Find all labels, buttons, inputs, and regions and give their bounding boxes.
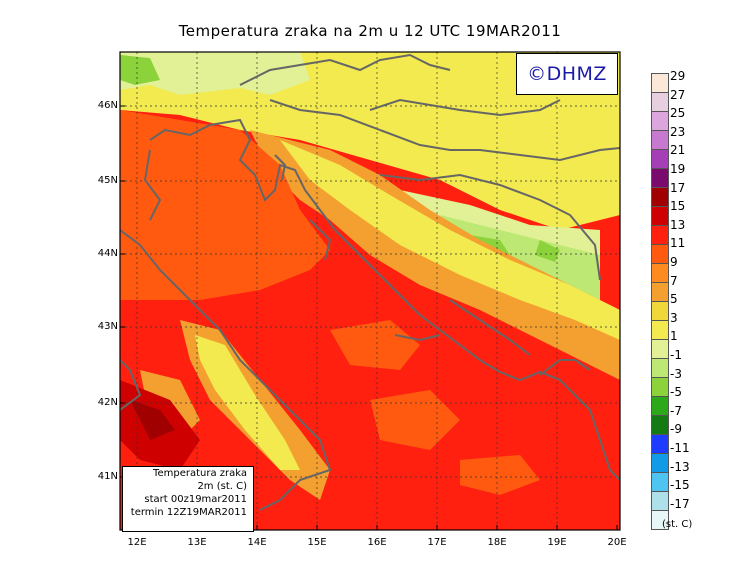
colorbar-swatch [651, 301, 669, 320]
lat-label: 41N [97, 471, 118, 482]
info-line: start 00z19mar2011 [144, 494, 247, 505]
info-line: termin 12Z19MAR2011 [130, 507, 247, 518]
colorbar-swatch [651, 434, 669, 453]
colorbar-label: 1 [670, 329, 678, 344]
lon-label: 17E [427, 537, 447, 548]
colorbar-label: 21 [670, 143, 686, 158]
colorbar-swatch [651, 187, 669, 206]
info-line: Temperatura zraka [153, 468, 247, 479]
lat-label: 46N [97, 100, 118, 111]
lon-label: 18E [487, 537, 507, 548]
colorbar-label: -1 [670, 348, 682, 362]
dhmz-logo: ©DHMZ [516, 53, 618, 95]
colorbar-label: 17 [670, 180, 686, 195]
colorbar-swatch [651, 92, 669, 111]
colorbar-label: 29 [670, 69, 686, 83]
lon-label: 13E [187, 537, 207, 548]
map-title: Temperatura zraka na 2m u 12 UTC 19MAR20… [178, 22, 562, 40]
colorbar-swatch [651, 396, 669, 415]
colorbar-swatch [651, 472, 669, 491]
colorbar-label: -9 [670, 422, 682, 437]
colorbar-label: -15 [670, 478, 690, 493]
colorbar-swatch [651, 206, 669, 225]
colorbar-swatch [651, 415, 669, 434]
colorbar-label: 7 [670, 273, 678, 288]
colorbar-swatch [651, 491, 669, 510]
colorbar-label: -13 [670, 459, 690, 474]
colorbar-swatch [651, 168, 669, 187]
lat-label: 44N [97, 248, 118, 259]
colorbar-swatch [651, 377, 669, 396]
colorbar-swatch [651, 130, 669, 149]
lon-label: 15E [307, 537, 327, 548]
colorbar-label: 13 [670, 217, 686, 232]
colorbar-label: 19 [670, 162, 686, 176]
colorbar-swatch [651, 149, 669, 168]
colorbar-label: 5 [670, 292, 678, 307]
colorbar-label: -17 [670, 496, 690, 511]
colorbar-swatch [651, 225, 669, 244]
colorbar-label: 15 [670, 199, 686, 214]
colorbar-label: -7 [670, 403, 682, 418]
info-line: 2m (st. C) [197, 481, 247, 492]
lat-label: 43N [97, 321, 118, 332]
info-box: Temperatura zraka 2m (st. C) start 00z19… [122, 466, 254, 532]
lon-label: 19E [547, 537, 567, 548]
colorbar-label: 27 [670, 87, 686, 102]
colorbar-swatch [651, 453, 669, 472]
colorbar-swatch [651, 358, 669, 377]
colorbar-label: 9 [670, 255, 678, 269]
lat-label: 45N [97, 175, 118, 186]
colorbar-swatch [651, 111, 669, 130]
lon-label: 12E [127, 537, 147, 548]
colorbar-unit: (st. C) [662, 519, 693, 530]
lon-label: 16E [367, 537, 387, 548]
colorbar-swatch [651, 282, 669, 301]
colorbar [651, 73, 669, 530]
colorbar-swatch [651, 73, 669, 92]
lat-label: 42N [97, 397, 118, 408]
colorbar-label: 25 [670, 106, 686, 121]
colorbar-swatch [651, 263, 669, 282]
colorbar-label: 3 [670, 310, 678, 325]
lon-label: 20E [607, 537, 627, 548]
colorbar-label: -3 [670, 366, 682, 381]
colorbar-swatch [651, 320, 669, 339]
colorbar-label: -11 [670, 441, 690, 455]
colorbar-swatch [651, 244, 669, 263]
colorbar-swatch [651, 339, 669, 358]
colorbar-label: 23 [670, 124, 686, 139]
colorbar-label: 11 [670, 236, 686, 251]
lon-label: 14E [247, 537, 267, 548]
colorbar-label: -5 [670, 385, 682, 400]
colorbar-swatch [651, 510, 669, 530]
